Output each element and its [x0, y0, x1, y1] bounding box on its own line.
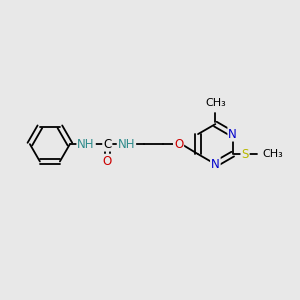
Text: O: O: [103, 155, 112, 168]
Text: S: S: [242, 148, 249, 160]
Text: NH: NH: [118, 138, 135, 151]
Text: N: N: [228, 128, 237, 141]
Text: NH: NH: [77, 138, 95, 151]
Text: CH₃: CH₃: [205, 98, 226, 108]
Text: N: N: [211, 158, 220, 171]
Text: C: C: [103, 138, 111, 151]
Text: CH₃: CH₃: [263, 149, 284, 159]
Text: O: O: [174, 138, 183, 151]
